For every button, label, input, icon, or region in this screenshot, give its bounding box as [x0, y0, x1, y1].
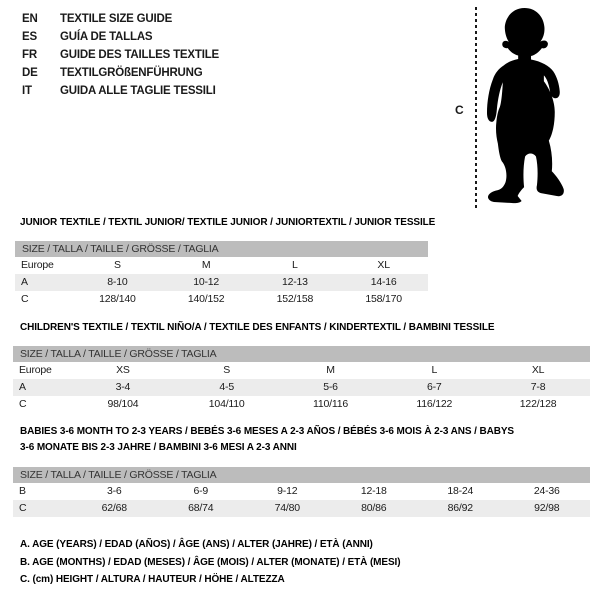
table-cell: 3-4: [115, 381, 131, 393]
table-cell: 158/170: [365, 293, 402, 305]
babies-table-title: BABIES 3-6 MONTH TO 2-3 YEARS / BEBÉS 3-…: [20, 426, 514, 453]
junior-size-table: SIZE / TALLA / TAILLE / GRÖSSE / TAGLIA E…: [15, 241, 428, 308]
row-label: Europe: [19, 364, 52, 376]
row-label: A: [19, 381, 26, 393]
row-label: C: [21, 293, 29, 305]
table-row: Europe XS S M L XL: [13, 362, 590, 379]
table-cell: 7-8: [530, 381, 546, 393]
table-cell: L: [431, 364, 438, 376]
table-cell: 152/158: [276, 293, 314, 305]
children-size-table: SIZE / TALLA / TAILLE / GRÖSSE / TAGLIA E…: [13, 346, 590, 413]
table-cell: 110/116: [312, 398, 348, 410]
language-row: IT GUIDA ALLE TAGLIE TESSILI: [22, 82, 219, 100]
language-label: GUIDE DES TAILLES TEXTILE: [60, 49, 219, 61]
table-cell: M: [201, 259, 211, 271]
table-cell: 68/74: [188, 502, 214, 514]
row-label: Europe: [21, 259, 54, 271]
table-cell: 14-16: [370, 276, 397, 288]
table-cell: 5-6: [323, 381, 338, 393]
table-cell: S: [223, 364, 231, 376]
children-table-title: CHILDREN'S TEXTILE / TEXTIL NIÑO/A / TEX…: [20, 322, 495, 333]
size-header-band: SIZE / TALLA / TAILLE / GRÖSSE / TAGLIA: [13, 467, 590, 483]
table-cell: L: [292, 259, 298, 271]
height-measure-label: C: [455, 103, 464, 117]
language-code: ES: [22, 31, 37, 43]
table-cell: 92/98: [534, 502, 560, 514]
language-row: EN TEXTILE SIZE GUIDE: [22, 10, 219, 28]
size-header-band: SIZE / TALLA / TAILLE / GRÖSSE / TAGLIA: [15, 241, 428, 257]
language-label: GUIDA ALLE TAGLIE TESSILI: [60, 85, 216, 97]
language-label: TEXTILE SIZE GUIDE: [60, 13, 173, 25]
table-row: A 8-10 10-12 12-13 14-16: [15, 274, 428, 291]
size-header-band: SIZE / TALLA / TAILLE / GRÖSSE / TAGLIA: [13, 346, 590, 362]
baby-silhouette-icon: [486, 8, 564, 204]
language-list: EN TEXTILE SIZE GUIDE ES GUÍA DE TALLAS FR GU…: [22, 10, 219, 100]
table-cell: 4-5: [219, 381, 234, 393]
table-cell: 116/122: [416, 398, 453, 410]
table-cell: 9-12: [277, 485, 298, 497]
table-row: C 62/68 68/74 74/80 80/86 86/92 92/98: [13, 500, 590, 517]
table-cell: 8-10: [107, 276, 128, 288]
table-row: C 128/140 140/152 152/158 158/170: [15, 291, 428, 308]
footnote: C. (cm) HEIGHT / ALTURA / HAUTEUR / HÖHE…: [20, 574, 285, 585]
table-cell: 86/92: [447, 502, 473, 514]
footnotes: A. AGE (YEARS) / EDAD (AÑOS) / ÂGE (ANS)…: [20, 536, 401, 589]
table-row: Europe S M L XL: [15, 257, 428, 274]
language-code: DE: [22, 67, 38, 79]
table-cell: 104/110: [208, 398, 245, 410]
language-label: GUÍA DE TALLAS: [60, 31, 153, 43]
height-dashed-line: [475, 7, 477, 208]
table-cell: XL: [531, 364, 545, 376]
table-cell: 140/152: [187, 293, 225, 305]
footnote: A. AGE (YEARS) / EDAD (AÑOS) / ÂGE (ANS)…: [20, 539, 373, 550]
table-cell: 80/86: [361, 502, 387, 514]
language-row: ES GUÍA DE TALLAS: [22, 28, 219, 46]
table-cell: XS: [116, 364, 130, 376]
language-row: DE TEXTILGRÖßENFÜHRUNG: [22, 64, 219, 82]
table-cell: 6-9: [193, 485, 209, 497]
table-cell: 3-6: [106, 485, 122, 497]
language-code: IT: [22, 85, 32, 97]
table-cell: 128/140: [99, 293, 136, 305]
table-cell: 74/80: [274, 502, 300, 514]
row-label: A: [21, 276, 28, 288]
babies-size-table: SIZE / TALLA / TAILLE / GRÖSSE / TAGLIA B…: [13, 467, 590, 517]
table-row: C 98/104 104/110 110/116 116/122 122/128: [13, 396, 590, 413]
language-code: EN: [22, 13, 38, 25]
table-row: A 3-4 4-5 5-6 6-7 7-8: [13, 379, 590, 396]
row-label: C: [19, 502, 27, 514]
table-cell: 10-12: [193, 276, 220, 288]
junior-table-title: JUNIOR TEXTILE / TEXTIL JUNIOR/ TEXTILE …: [20, 217, 436, 228]
table-cell: XL: [377, 259, 390, 271]
table-cell: 12-13: [281, 276, 308, 288]
table-cell: 12-18: [360, 485, 387, 497]
row-label: C: [19, 398, 27, 410]
table-cell: 18-24: [447, 485, 474, 497]
table-cell: 98/104: [107, 398, 139, 410]
table-cell: 122/128: [519, 398, 557, 410]
language-row: FR GUIDE DES TAILLES TEXTILE: [22, 46, 219, 64]
table-row: B 3-6 6-9 9-12 12-18 18-24 24-36: [13, 483, 590, 500]
footnote: B. AGE (MONTHS) / EDAD (MESES) / ÂGE (MO…: [20, 556, 401, 568]
table-cell: 62/68: [101, 502, 127, 514]
table-cell: 24-36: [533, 485, 560, 497]
row-label: B: [19, 485, 26, 497]
table-cell: S: [113, 259, 121, 271]
table-cell: M: [326, 364, 335, 376]
table-cell: 6-7: [427, 381, 442, 393]
language-label: TEXTILGRÖßENFÜHRUNG: [60, 67, 203, 79]
language-code: FR: [22, 49, 37, 61]
